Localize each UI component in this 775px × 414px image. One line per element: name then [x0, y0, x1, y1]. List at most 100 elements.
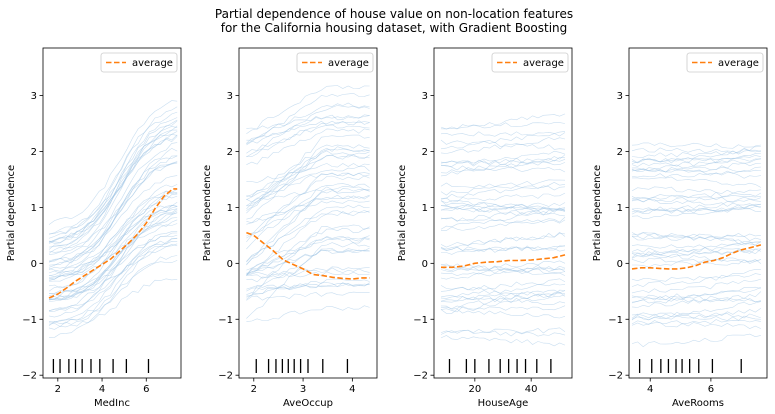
ice-line [440, 295, 566, 306]
axes-frame [238, 47, 378, 379]
decile-rug [255, 359, 349, 373]
y-tick-label: 3 [227, 91, 233, 102]
ice-line [48, 162, 178, 253]
ice-line [440, 156, 566, 177]
legend: average [100, 52, 178, 73]
decile-rug [52, 359, 150, 373]
ice-line [246, 249, 370, 276]
y-tick-label: 3 [31, 91, 37, 102]
ice-line [48, 234, 178, 300]
ice-line [48, 244, 178, 301]
figure-title-line-1: Partial dependence of house value on non… [215, 7, 573, 21]
ice-line [246, 172, 370, 200]
y-tick-label: 3 [617, 91, 623, 102]
ice-line [246, 144, 370, 197]
subplots: 2 4 6 −2 −1 0 1 2 3 MedInc Partial dependence avera… [6, 47, 768, 409]
ice-line [48, 210, 178, 301]
ice-line [48, 204, 178, 278]
ice-line [246, 235, 370, 271]
ice-line [440, 199, 566, 212]
y-tick-label: 2 [31, 147, 37, 158]
ice-line [48, 106, 178, 239]
legend-box [686, 52, 764, 73]
legend-label: average [718, 58, 759, 69]
ice-line [631, 162, 761, 173]
ice-line [246, 194, 370, 224]
ice-line [246, 120, 370, 141]
ice-line [48, 188, 178, 272]
ice-line [631, 206, 761, 213]
ice-line [440, 265, 566, 280]
y-tick-label: 2 [422, 147, 428, 158]
ice-line [246, 291, 370, 301]
ice-line [246, 172, 370, 243]
ice-line [246, 242, 370, 319]
ice-line [440, 113, 566, 130]
x-tick-label: 4 [647, 384, 653, 395]
ice-line [246, 175, 370, 239]
ice-line [246, 183, 370, 250]
legend-label: average [523, 58, 564, 69]
y-tick-label: 3 [422, 91, 428, 102]
y-tick-label: −1 [608, 315, 623, 326]
x-axis-label: AveRooms [672, 398, 724, 409]
ice-line [246, 114, 370, 145]
ice-line [48, 231, 178, 302]
ice-line [440, 131, 566, 150]
decile-rug [638, 359, 742, 373]
ice-line [246, 224, 370, 300]
ice-line [440, 289, 566, 302]
ice-line [246, 128, 370, 165]
y-axis-label: Partial dependence [397, 165, 408, 261]
ice-line [48, 134, 178, 243]
x-tick-label: 4 [349, 384, 355, 395]
ice-line [631, 322, 762, 329]
ice-line [48, 237, 178, 338]
ice-line [631, 203, 761, 219]
ice-line [440, 209, 566, 230]
y-tick-label: −1 [218, 315, 233, 326]
ice-line [48, 238, 178, 312]
x-tick-label: 6 [143, 384, 149, 395]
ice-lines [440, 113, 566, 347]
y-axis-label: Partial dependence [202, 165, 213, 261]
average-line [48, 188, 178, 299]
ice-line [440, 206, 566, 213]
legend-box [296, 52, 374, 73]
ice-line [631, 149, 761, 158]
ice-line [440, 192, 566, 203]
axes-frame [628, 47, 768, 379]
ice-line [631, 158, 761, 167]
y-tick-label: 0 [31, 259, 37, 270]
ice-line [631, 297, 761, 304]
ice-line [631, 257, 761, 264]
ice-line [631, 233, 761, 241]
ice-line [48, 243, 178, 327]
x-tick-label: 40 [525, 384, 538, 395]
y-tick-label: 0 [617, 259, 623, 270]
y-tick-label: 2 [227, 147, 233, 158]
ice-line [246, 278, 370, 297]
ice-line [48, 129, 178, 235]
ice-line [631, 278, 761, 294]
average-line [631, 244, 762, 270]
ice-line [48, 260, 178, 327]
ice-line [48, 223, 178, 294]
ice-line [246, 271, 370, 279]
ice-line [632, 167, 761, 179]
decile-rug [448, 359, 552, 373]
ice-line [246, 134, 370, 214]
x-axis-label: MedInc [94, 398, 130, 409]
ice-line [246, 210, 370, 276]
y-tick-label: −1 [413, 315, 428, 326]
ice-line [246, 210, 370, 262]
ice-line [246, 105, 370, 158]
average-line [246, 231, 370, 280]
ice-line [246, 247, 370, 298]
subplot-medinc: 2 4 6 −2 −1 0 1 2 3 MedInc Partial dependence avera… [6, 47, 182, 409]
ice-line [631, 312, 762, 319]
axes-frame [433, 47, 573, 379]
ice-line [246, 282, 370, 295]
ice-line [246, 154, 370, 211]
ice-line [631, 153, 761, 172]
